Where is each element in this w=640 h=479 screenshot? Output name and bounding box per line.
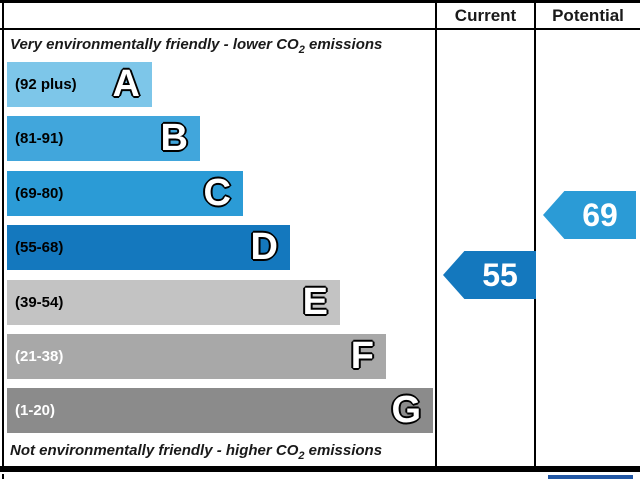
band-c-range-label: (69-80): [15, 185, 64, 202]
bottom-caption-suffix: emissions: [304, 442, 383, 459]
band-row-a: (92 plus) A: [7, 62, 152, 107]
potential-rating-value: 69: [582, 197, 618, 233]
band-g-range-label: (1-20): [15, 402, 56, 419]
band-row-f: (21-38) F: [7, 334, 386, 379]
band-d-letter: D: [250, 226, 278, 268]
band-a-range-label: (92 plus): [15, 76, 77, 93]
table-bottom-border: [0, 466, 640, 472]
band-row-c: (69-80) C: [7, 171, 243, 216]
eu-flag-bar: [548, 475, 633, 479]
potential-rating-arrow: 69: [543, 191, 636, 239]
band-d-range-label: (55-68): [15, 239, 64, 256]
bottom-caption-text: Not environmentally friendly - higher CO: [10, 442, 299, 459]
potential-column-divider: [534, 0, 536, 472]
top-caption-text: Very environmentally friendly - lower CO: [10, 36, 299, 53]
band-c-letter: C: [203, 172, 231, 214]
band-row-d: (55-68) D: [7, 225, 290, 270]
band-b-letter: B: [160, 117, 188, 159]
band-a-letter: A: [112, 63, 140, 105]
band-row-g: (1-20) G: [7, 388, 433, 433]
band-e-range-label: (39-54): [15, 294, 64, 311]
band-row-b: (81-91) B: [7, 116, 200, 161]
band-row-e: (39-54) E: [7, 280, 340, 325]
potential-column-header: Potential: [552, 6, 624, 25]
band-f-range-label: (21-38): [15, 348, 64, 365]
next-section-left-border: [2, 474, 4, 479]
header-divider-line: [0, 28, 640, 30]
current-column-header: Current: [454, 6, 517, 25]
table-left-border: [2, 0, 4, 472]
current-rating-arrow: 55: [443, 251, 536, 299]
band-b-range-label: (81-91): [15, 130, 64, 147]
bottom-caption-subscript: 2: [298, 450, 305, 462]
band-g-letter: G: [391, 389, 421, 431]
current-rating-value: 55: [482, 257, 518, 293]
band-f-letter: F: [350, 335, 374, 377]
top-caption-subscript: 2: [298, 44, 305, 56]
current-column-divider: [435, 0, 437, 472]
top-caption: Very environmentally friendly - lower CO…: [10, 35, 434, 60]
band-e-letter: E: [302, 281, 328, 323]
bottom-caption: Not environmentally friendly - higher CO…: [10, 441, 434, 466]
table-top-border: [0, 0, 640, 3]
top-caption-suffix: emissions: [304, 36, 383, 53]
